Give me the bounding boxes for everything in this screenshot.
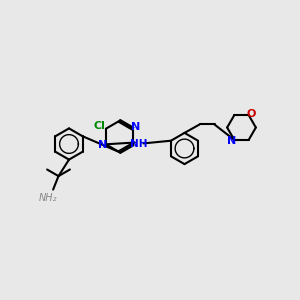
Text: NH₂: NH₂ <box>39 193 57 203</box>
Text: N: N <box>131 122 140 132</box>
Text: N: N <box>227 136 236 146</box>
Text: NH: NH <box>130 139 147 149</box>
Text: Cl: Cl <box>93 121 105 131</box>
Text: O: O <box>247 109 256 118</box>
Text: N: N <box>98 140 107 151</box>
